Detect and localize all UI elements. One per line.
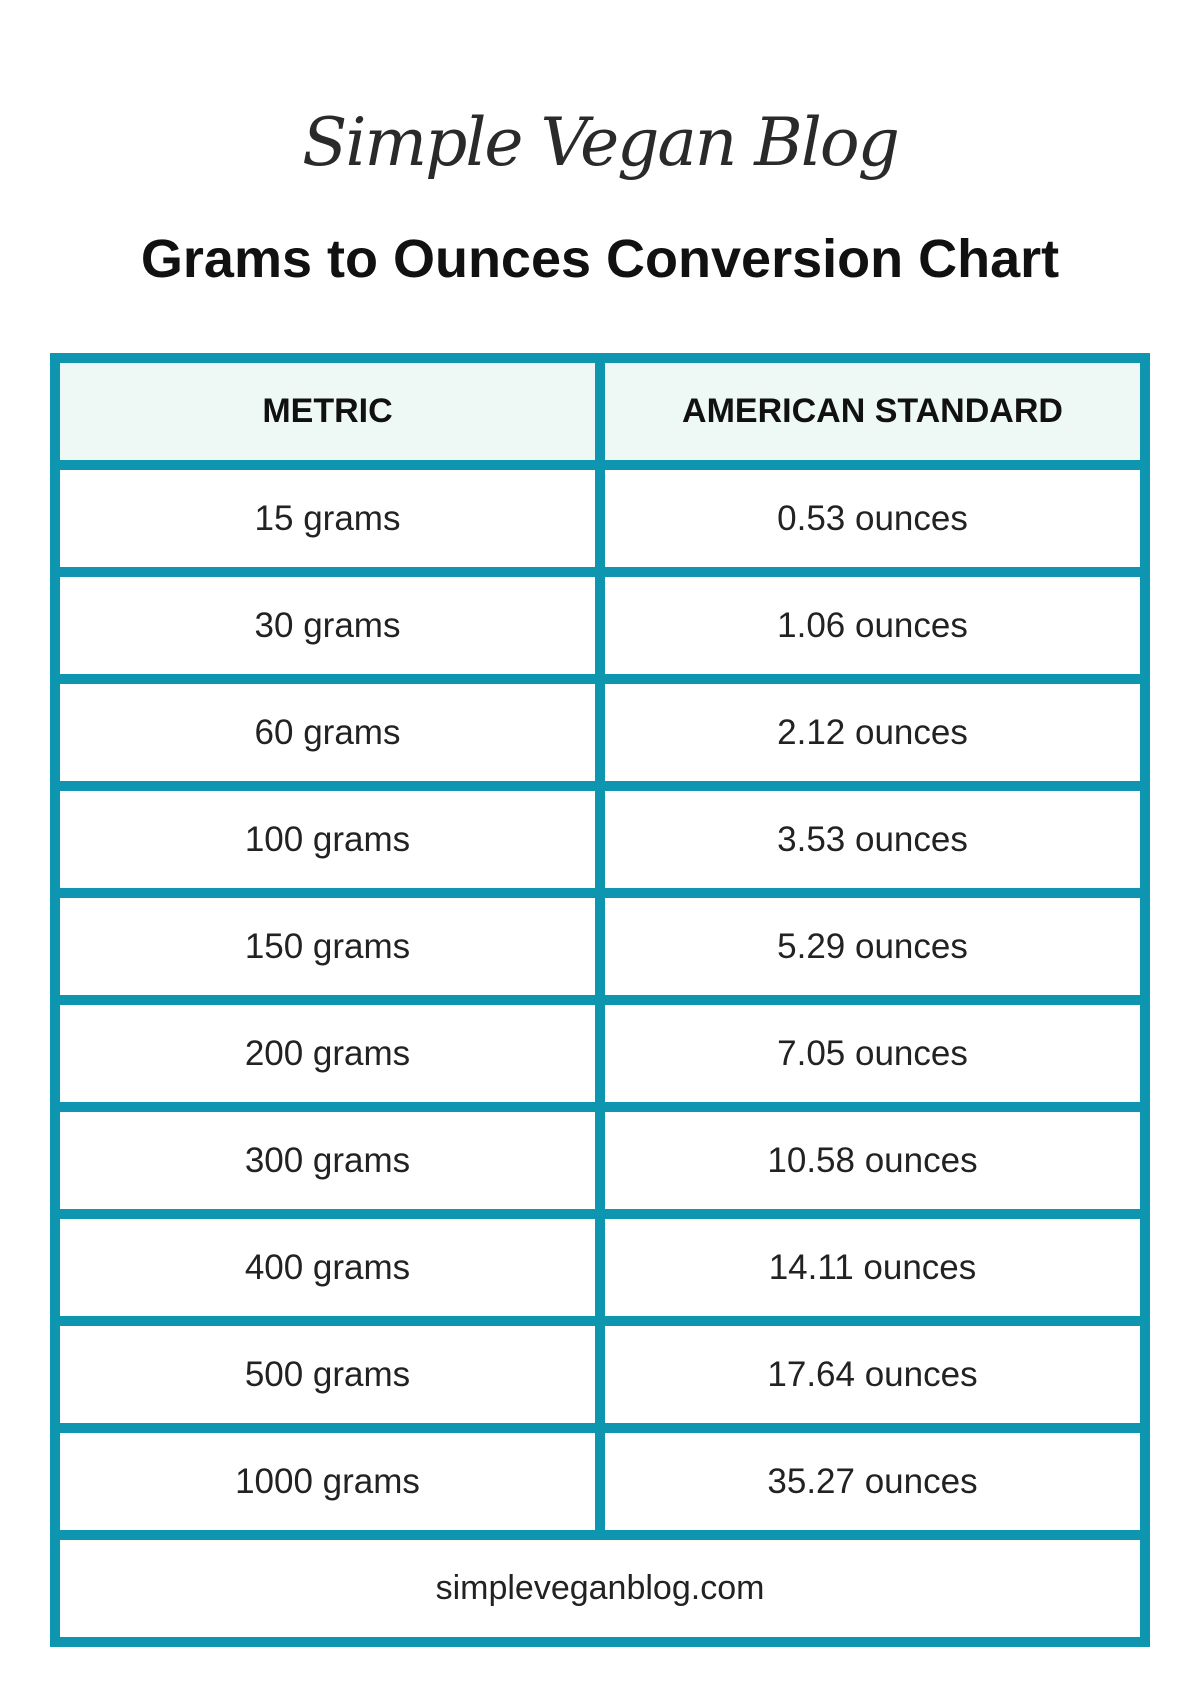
metric-cell: 30 grams [60, 577, 595, 674]
metric-cell: 300 grams [60, 1112, 595, 1209]
ounces-cell: 2.12 ounces [605, 684, 1140, 781]
metric-cell: 60 grams [60, 684, 595, 781]
logo-text: Simple Vegan Blog [302, 104, 900, 181]
ounces-cell: 1.06 ounces [605, 577, 1140, 674]
ounces-cell: 3.53 ounces [605, 791, 1140, 888]
metric-cell: 500 grams [60, 1326, 595, 1423]
metric-cell: 400 grams [60, 1219, 595, 1316]
logo: Simple Vegan Blog [0, 78, 1200, 208]
page-title: Grams to Ounces Conversion Chart [140, 229, 1060, 289]
footer-website: simpleveganblog.com [60, 1540, 1140, 1637]
metric-cell: 15 grams [60, 470, 595, 567]
metric-cell: 150 grams [60, 898, 595, 995]
ounces-cell: 7.05 ounces [605, 1005, 1140, 1102]
metric-cell: 200 grams [60, 1005, 595, 1102]
ounces-cell: 14.11 ounces [605, 1219, 1140, 1316]
metric-cell: 100 grams [60, 791, 595, 888]
ounces-cell: 0.53 ounces [605, 470, 1140, 567]
conversion-table: METRIC AMERICAN STANDARD 15 grams 0.53 ou… [50, 353, 1150, 1647]
ounces-cell: 5.29 ounces [605, 898, 1140, 995]
ounces-cell: 35.27 ounces [605, 1433, 1140, 1530]
metric-cell: 1000 grams [60, 1433, 595, 1530]
header-metric: METRIC [60, 363, 595, 460]
ounces-cell: 10.58 ounces [605, 1112, 1140, 1209]
header-american-standard: AMERICAN STANDARD [605, 363, 1140, 460]
ounces-cell: 17.64 ounces [605, 1326, 1140, 1423]
